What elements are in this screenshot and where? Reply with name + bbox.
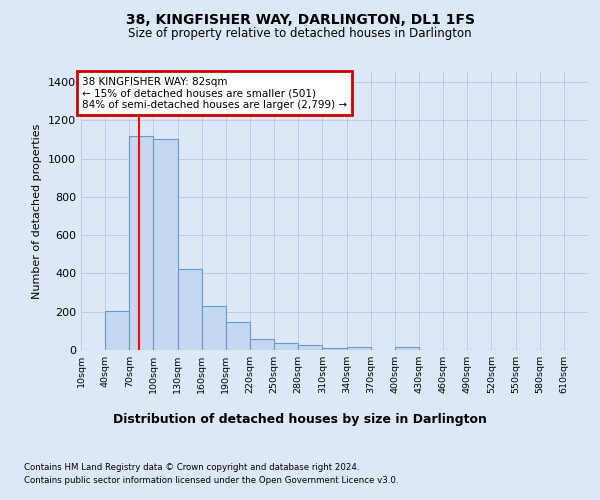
- Y-axis label: Number of detached properties: Number of detached properties: [32, 124, 43, 299]
- Bar: [395, 347, 419, 350]
- Text: 38, KINGFISHER WAY, DARLINGTON, DL1 1FS: 38, KINGFISHER WAY, DARLINGTON, DL1 1FS: [125, 12, 475, 26]
- Bar: [226, 322, 250, 350]
- Text: Contains HM Land Registry data © Crown copyright and database right 2024.: Contains HM Land Registry data © Crown c…: [24, 462, 359, 471]
- Text: Size of property relative to detached houses in Darlington: Size of property relative to detached ho…: [128, 28, 472, 40]
- Bar: [154, 140, 178, 350]
- Bar: [298, 344, 322, 350]
- Bar: [274, 342, 298, 350]
- Bar: [129, 136, 154, 350]
- Text: Contains public sector information licensed under the Open Government Licence v3: Contains public sector information licen…: [24, 476, 398, 485]
- Text: 38 KINGFISHER WAY: 82sqm
← 15% of detached houses are smaller (501)
84% of semi-: 38 KINGFISHER WAY: 82sqm ← 15% of detach…: [82, 76, 347, 110]
- Bar: [178, 268, 202, 350]
- Bar: [322, 348, 347, 350]
- Bar: [105, 311, 129, 350]
- Text: Distribution of detached houses by size in Darlington: Distribution of detached houses by size …: [113, 412, 487, 426]
- Bar: [347, 347, 371, 350]
- Bar: [250, 339, 274, 350]
- Bar: [202, 306, 226, 350]
